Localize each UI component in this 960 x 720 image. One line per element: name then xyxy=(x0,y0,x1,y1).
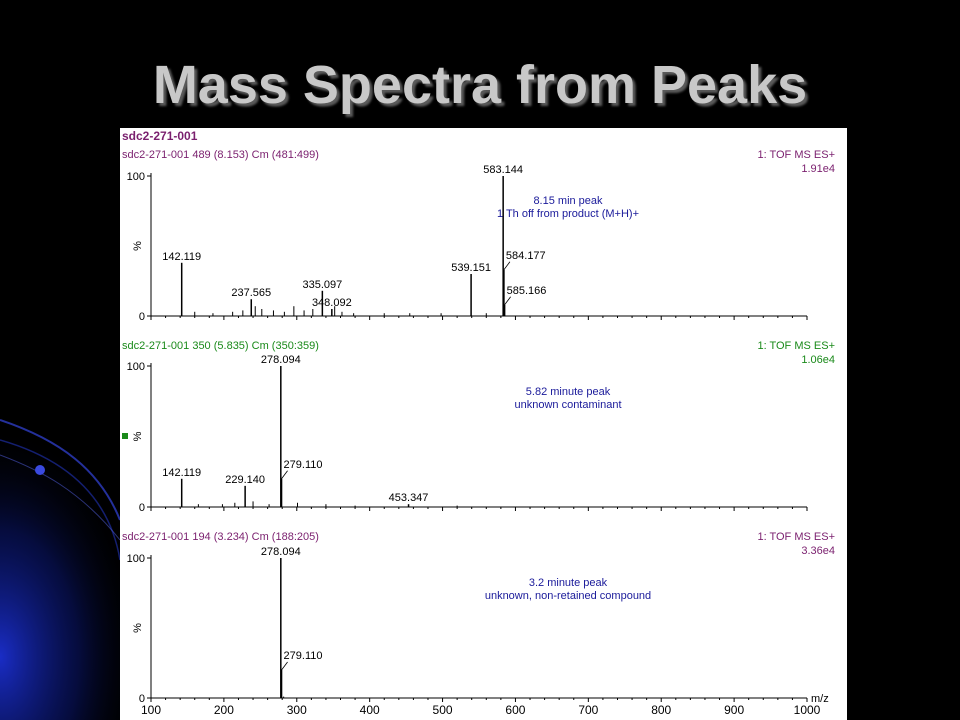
y-axis-label: % xyxy=(132,241,144,251)
decor-dot xyxy=(35,465,45,475)
annotation-text: 8.15 min peak xyxy=(533,195,603,207)
peak-label: 453.347 xyxy=(389,492,429,504)
annotation-text: 5.82 minute peak xyxy=(526,386,611,398)
peak-label: 348.092 xyxy=(312,297,352,309)
x-tick-label: 1000 xyxy=(794,703,821,717)
annotation-text: 3.2 minute peak xyxy=(529,577,608,589)
slide-title: Mass Spectra from Peaks xyxy=(152,55,808,115)
peak-leader-line xyxy=(503,261,511,271)
peak-label: 142.119 xyxy=(162,467,201,479)
peak-label: 539.151 xyxy=(451,262,491,274)
spectrum-header: sdc2-271-001 194 (3.234) Cm (188:205) xyxy=(122,531,319,543)
x-tick-label: 900 xyxy=(724,703,744,717)
peak-label: 229.140 xyxy=(225,474,265,486)
spectrum-header: sdc2-271-001 489 (8.153) Cm (481:499) xyxy=(122,149,319,161)
peak-label: 585.166 xyxy=(507,285,547,297)
peak-label: 278.094 xyxy=(261,354,301,366)
x-tick-label: 500 xyxy=(433,703,453,717)
y-axis-label: % xyxy=(132,623,144,633)
x-tick-label: 700 xyxy=(578,703,598,717)
file-id: sdc2-271-001 xyxy=(122,129,198,143)
peak-leader-line xyxy=(281,661,288,671)
peak-leader-line xyxy=(281,470,288,480)
peak-label: 584.177 xyxy=(506,250,546,262)
ms-mode-label: 1: TOF MS ES+ xyxy=(757,149,835,161)
green-square-marker xyxy=(122,433,128,439)
x-tick-label: 200 xyxy=(214,703,234,717)
peak-label: 237.565 xyxy=(231,287,271,299)
mass-spectra-chart: sdc2-271-001 sdc2-271-001 489 (8.153) Cm … xyxy=(122,129,835,717)
y-tick-label: 0 xyxy=(139,502,145,514)
x-tick-label: 400 xyxy=(360,703,380,717)
y-tick-label: 0 xyxy=(139,311,145,323)
annotation-text: 1 Th off from product (M+H)+ xyxy=(497,208,639,220)
y-axis-label: % xyxy=(132,431,144,441)
y-tick-label: 100 xyxy=(127,171,145,183)
peak-label: 142.119 xyxy=(162,251,201,263)
annotation-text: unknown, non-retained compound xyxy=(485,590,651,602)
peak-label: 278.094 xyxy=(261,546,301,558)
intensity-label: 1.91e4 xyxy=(801,163,835,175)
annotation-text: unknown contaminant xyxy=(514,399,621,411)
spectrum-header: sdc2-271-001 350 (5.835) Cm (350:359) xyxy=(122,340,319,352)
y-tick-label: 100 xyxy=(127,553,145,565)
x-tick-label: 100 xyxy=(141,703,161,717)
peak-leader-line xyxy=(504,296,511,306)
x-tick-label: 300 xyxy=(287,703,307,717)
peak-label: 335.097 xyxy=(302,279,342,291)
y-tick-label: 0 xyxy=(139,693,145,705)
x-tick-label: 800 xyxy=(651,703,671,717)
ms-mode-label: 1: TOF MS ES+ xyxy=(757,531,835,543)
x-tick-label: 600 xyxy=(505,703,525,717)
peak-label: 583.144 xyxy=(483,164,523,176)
y-tick-label: 100 xyxy=(127,361,145,373)
spectra-panel: sdc2-271-001 sdc2-271-001 489 (8.153) Cm … xyxy=(120,128,847,720)
peak-label: 279.110 xyxy=(284,459,323,471)
intensity-label: 1.06e4 xyxy=(801,354,835,366)
x-axis-label: m/z xyxy=(811,693,829,705)
peak-label: 279.110 xyxy=(284,650,323,662)
intensity-label: 3.36e4 xyxy=(801,545,835,557)
ms-mode-label: 1: TOF MS ES+ xyxy=(757,340,835,352)
